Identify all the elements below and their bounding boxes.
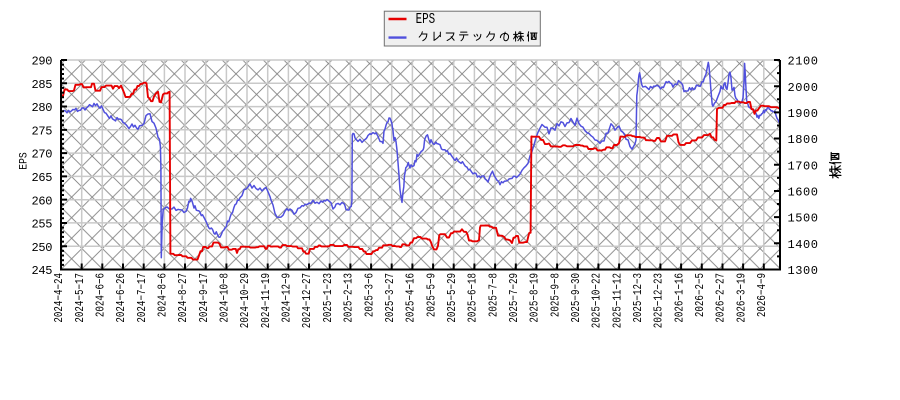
svg-text:2025−11−12: 2025−11−12 xyxy=(610,273,624,328)
svg-text:2026−2−27: 2026−2−27 xyxy=(714,273,728,323)
svg-text:2026−2−5: 2026−2−5 xyxy=(693,273,707,317)
svg-text:1600: 1600 xyxy=(788,186,819,200)
svg-text:290: 290 xyxy=(32,55,53,69)
svg-text:2024−11−19: 2024−11−19 xyxy=(259,273,273,328)
svg-text:1700: 1700 xyxy=(788,159,819,173)
svg-text:2025−10−22: 2025−10−22 xyxy=(590,273,604,328)
svg-text:2100: 2100 xyxy=(788,55,819,69)
svg-text:2024−4−24: 2024−4−24 xyxy=(52,273,66,323)
svg-text:2024−12−27: 2024−12−27 xyxy=(300,273,314,328)
svg-text:2025−12−3: 2025−12−3 xyxy=(631,273,645,323)
svg-text:2025−6−18: 2025−6−18 xyxy=(466,273,480,323)
svg-text:2024−6−6: 2024−6−6 xyxy=(94,273,108,317)
svg-text:1900: 1900 xyxy=(788,107,819,121)
svg-text:2025−2−13: 2025−2−13 xyxy=(342,273,356,323)
svg-text:250: 250 xyxy=(32,241,53,255)
svg-text:EPS: EPS xyxy=(19,152,31,170)
svg-text:2026−4−9: 2026−4−9 xyxy=(755,273,769,317)
svg-text:2026−3−19: 2026−3−19 xyxy=(734,273,748,323)
svg-text:275: 275 xyxy=(32,124,53,138)
svg-text:1800: 1800 xyxy=(788,133,819,147)
svg-text:2025−3−6: 2025−3−6 xyxy=(362,273,376,317)
svg-text:2025−9−30: 2025−9−30 xyxy=(569,273,583,323)
svg-text:2024−10−29: 2024−10−29 xyxy=(238,273,252,328)
svg-text:1400: 1400 xyxy=(788,238,819,252)
svg-text:2026−1−16: 2026−1−16 xyxy=(672,273,686,323)
svg-text:EPS: EPS xyxy=(416,12,436,28)
svg-text:2025−12−23: 2025−12−23 xyxy=(652,273,666,328)
svg-text:285: 285 xyxy=(32,78,53,92)
svg-text:2025−8−19: 2025−8−19 xyxy=(528,273,542,323)
svg-text:2025−5−9: 2025−5−9 xyxy=(424,273,438,317)
svg-text:2025−3−27: 2025−3−27 xyxy=(383,273,397,323)
svg-text:1500: 1500 xyxy=(788,212,819,226)
svg-text:260: 260 xyxy=(32,194,53,208)
svg-text:2025−7−29: 2025−7−29 xyxy=(507,273,521,323)
svg-text:255: 255 xyxy=(32,218,53,232)
svg-text:2024−7−17: 2024−7−17 xyxy=(135,273,149,323)
svg-text:2024−10−8: 2024−10−8 xyxy=(218,273,232,323)
svg-text:2024−12−9: 2024−12−9 xyxy=(280,273,294,323)
svg-text:280: 280 xyxy=(32,101,53,115)
svg-text:270: 270 xyxy=(32,148,53,162)
svg-text:1300: 1300 xyxy=(788,264,819,278)
svg-text:2024−8−6: 2024−8−6 xyxy=(156,273,170,317)
svg-text:2024−8−27: 2024−8−27 xyxy=(176,273,190,323)
svg-text:2000: 2000 xyxy=(788,81,819,95)
svg-text:2024−5−17: 2024−5−17 xyxy=(73,273,87,323)
svg-text:2025−4−16: 2025−4−16 xyxy=(404,273,418,323)
svg-text:245: 245 xyxy=(32,264,53,278)
svg-text:2025−5−29: 2025−5−29 xyxy=(445,273,459,323)
svg-text:2024−6−26: 2024−6−26 xyxy=(114,273,128,323)
svg-text:2025−1−23: 2025−1−23 xyxy=(321,273,335,323)
svg-text:265: 265 xyxy=(32,171,53,185)
svg-text:2025−7−8: 2025−7−8 xyxy=(486,273,500,317)
svg-text:2024−9−17: 2024−9−17 xyxy=(197,273,211,323)
svg-text:2025−9−8: 2025−9−8 xyxy=(548,273,562,317)
